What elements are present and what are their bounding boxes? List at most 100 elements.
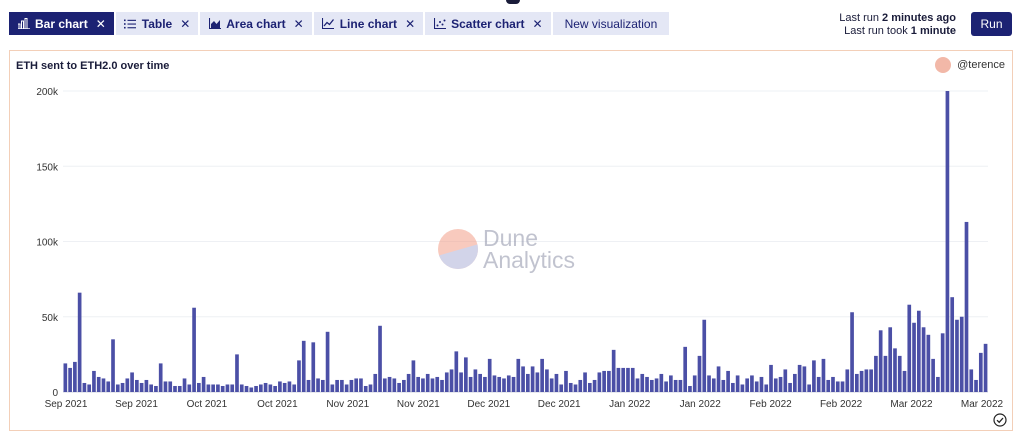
bar[interactable] xyxy=(778,376,783,392)
bar[interactable] xyxy=(854,373,859,392)
bar[interactable] xyxy=(897,355,902,392)
bar[interactable] xyxy=(363,385,368,392)
bar[interactable] xyxy=(859,370,864,392)
bar[interactable] xyxy=(955,319,959,392)
bar[interactable] xyxy=(974,379,978,392)
tab-bar-chart[interactable]: Bar chart ✕ xyxy=(9,12,114,35)
bar[interactable] xyxy=(158,363,163,392)
bar[interactable] xyxy=(807,384,811,392)
bar[interactable] xyxy=(640,373,645,392)
bar[interactable] xyxy=(292,384,297,392)
bar[interactable] xyxy=(611,349,616,392)
bar[interactable] xyxy=(902,370,907,392)
bar[interactable] xyxy=(521,366,525,392)
bar[interactable] xyxy=(421,378,425,392)
bar[interactable] xyxy=(63,363,68,392)
bar[interactable] xyxy=(220,385,225,392)
bar[interactable] xyxy=(669,375,673,392)
bar[interactable] xyxy=(354,378,359,392)
run-button[interactable]: Run xyxy=(971,12,1012,36)
bar[interactable] xyxy=(793,373,797,392)
bar[interactable] xyxy=(764,384,769,392)
bar[interactable] xyxy=(602,370,606,392)
bar[interactable] xyxy=(130,372,134,392)
bar[interactable] xyxy=(73,361,77,392)
bar[interactable] xyxy=(835,381,840,392)
bar[interactable] xyxy=(139,382,144,392)
bar[interactable] xyxy=(773,378,778,392)
bar[interactable] xyxy=(945,91,950,392)
bar[interactable] xyxy=(649,379,654,392)
bar[interactable] xyxy=(483,376,487,392)
bar[interactable] xyxy=(192,307,196,392)
bar[interactable] xyxy=(797,364,802,392)
bar[interactable] xyxy=(392,378,397,392)
bar[interactable] xyxy=(812,360,816,392)
bar[interactable] xyxy=(411,360,416,392)
close-icon[interactable]: ✕ xyxy=(180,16,191,31)
bar[interactable] xyxy=(959,316,964,392)
bar[interactable] xyxy=(106,381,111,392)
author-badge[interactable]: @terence xyxy=(935,57,1005,73)
bar[interactable] xyxy=(468,376,473,392)
bar[interactable] xyxy=(177,385,182,392)
bar[interactable] xyxy=(497,376,502,392)
bar[interactable] xyxy=(316,378,320,392)
bar[interactable] xyxy=(578,379,583,392)
bar[interactable] xyxy=(230,384,235,392)
bar[interactable] xyxy=(616,367,621,392)
close-icon[interactable]: ✕ xyxy=(405,16,416,31)
bar[interactable] xyxy=(92,370,96,392)
bar[interactable] xyxy=(206,384,211,392)
bar[interactable] xyxy=(788,382,792,392)
bar[interactable] xyxy=(659,373,664,392)
bar[interactable] xyxy=(335,379,339,392)
bar[interactable] xyxy=(697,355,702,392)
bar[interactable] xyxy=(163,381,168,392)
close-icon[interactable]: ✕ xyxy=(95,16,106,31)
bar[interactable] xyxy=(745,378,749,392)
bar[interactable] xyxy=(711,378,716,392)
bar[interactable] xyxy=(297,360,301,392)
bar[interactable] xyxy=(621,367,626,392)
bar[interactable] xyxy=(473,369,478,392)
bar[interactable] xyxy=(983,343,988,392)
close-icon[interactable]: ✕ xyxy=(293,16,304,31)
bar[interactable] xyxy=(387,376,392,392)
bar[interactable] xyxy=(587,382,592,392)
bar[interactable] xyxy=(683,346,688,392)
bar[interactable] xyxy=(678,379,683,392)
tab-new-visualization[interactable]: New visualization xyxy=(552,12,670,35)
bar[interactable] xyxy=(201,376,206,392)
bar[interactable] xyxy=(726,370,730,392)
bar[interactable] xyxy=(216,384,220,392)
bar[interactable] xyxy=(559,384,564,392)
bar[interactable] xyxy=(459,372,463,392)
bar[interactable] xyxy=(487,358,492,392)
bar[interactable] xyxy=(893,348,897,392)
bar[interactable] xyxy=(826,379,831,392)
bar[interactable] xyxy=(921,327,926,392)
bar[interactable] xyxy=(688,385,692,392)
bar[interactable] xyxy=(754,381,759,392)
bar[interactable] xyxy=(626,367,630,392)
bar[interactable] xyxy=(878,330,883,392)
bar[interactable] xyxy=(464,357,468,392)
bar[interactable] xyxy=(802,366,807,392)
bar[interactable] xyxy=(916,310,921,392)
bar[interactable] xyxy=(874,355,878,392)
bar[interactable] xyxy=(282,382,287,392)
bar[interactable] xyxy=(249,387,254,392)
bar[interactable] xyxy=(869,369,873,392)
bar[interactable] xyxy=(287,381,292,392)
bar[interactable] xyxy=(716,366,721,392)
bar[interactable] xyxy=(330,384,335,392)
bar[interactable] xyxy=(907,304,912,392)
bar[interactable] xyxy=(607,370,611,392)
bar[interactable] xyxy=(211,384,215,392)
bar[interactable] xyxy=(268,384,273,392)
bar[interactable] xyxy=(721,379,726,392)
bar[interactable] xyxy=(831,376,835,392)
bar[interactable] xyxy=(750,375,754,392)
bar[interactable] xyxy=(816,376,821,392)
